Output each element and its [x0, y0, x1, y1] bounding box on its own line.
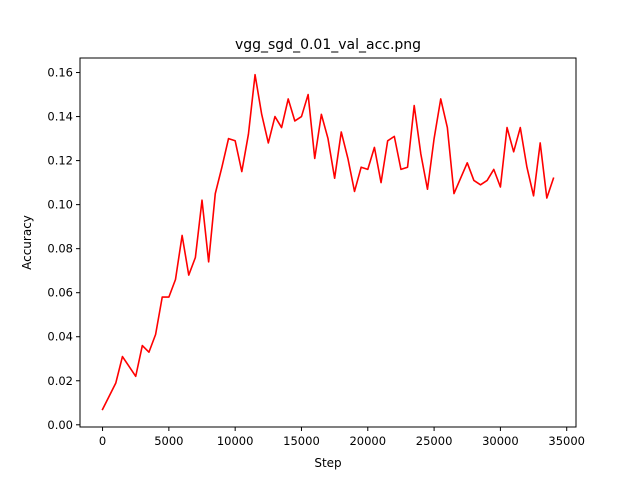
- x-axis-label: Step: [314, 456, 341, 470]
- y-axis-label: Accuracy: [20, 215, 34, 270]
- y-tick-label: 0.12: [47, 154, 73, 168]
- plot-area: 0 5000 10000 15000 20000 25000 30000 35000 0.00…: [47, 57, 585, 448]
- x-axis-ticks: 0 5000 10000 15000 20000 25000 30000 35000: [99, 427, 585, 448]
- y-tick-label: 0.04: [47, 330, 73, 344]
- x-tick-label: 10000: [217, 434, 254, 448]
- axes-frame: [79, 57, 577, 428]
- y-tick-label: 0.00: [47, 418, 73, 432]
- chart-title: vgg_sgd_0.01_val_acc.png: [235, 37, 421, 53]
- x-tick-label: 5000: [154, 434, 183, 448]
- y-tick-label: 0.02: [47, 374, 73, 388]
- y-tick-label: 0.16: [47, 66, 73, 80]
- series-layer: [101, 73, 555, 411]
- y-tick-label: 0.14: [47, 110, 73, 124]
- x-tick-label: 25000: [416, 434, 453, 448]
- y-tick-label: 0.08: [47, 242, 73, 256]
- y-tick-label: 0.06: [47, 286, 73, 300]
- x-tick-label: 30000: [482, 434, 519, 448]
- x-tick-label: 15000: [283, 434, 320, 448]
- x-tick-label: 35000: [548, 434, 585, 448]
- x-tick-label: 20000: [349, 434, 386, 448]
- y-tick-label: 0.10: [47, 198, 73, 212]
- x-tick-label: 0: [99, 434, 106, 448]
- series-line: [101, 73, 555, 411]
- y-axis-ticks: 0.00 0.02 0.04 0.06 0.08 0.10 0.12 0.14 0.16: [47, 66, 80, 432]
